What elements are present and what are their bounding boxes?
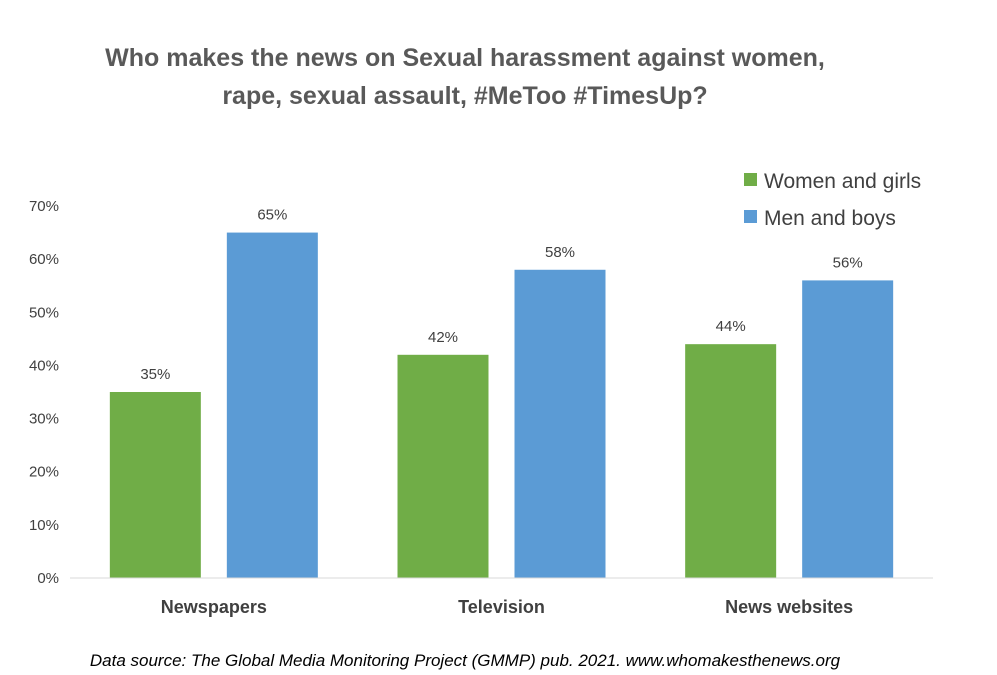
y-tick-label: 20% (29, 464, 59, 481)
chart-title: Who makes the news on Sexual harassment … (105, 44, 825, 110)
chart-title-line-1: Who makes the news on Sexual harassment … (105, 44, 825, 72)
x-category-label: Newspapers (161, 597, 267, 617)
y-axis: 0% 10% 20% 30% 40% 50% 60% 70% (29, 198, 59, 587)
data-label: 42% (428, 329, 458, 346)
x-category-label: Television (458, 597, 545, 617)
y-tick-label: 50% (29, 304, 59, 321)
bar-men-and-boys (802, 280, 894, 578)
legend: Women and girls Men and boys (744, 170, 921, 230)
chart-title-line-2: rape, sexual assault, #MeToo #TimesUp? (222, 82, 707, 110)
bar-men-and-boys (226, 232, 318, 579)
data-label: 35% (140, 366, 170, 383)
y-tick-label: 60% (29, 251, 59, 268)
data-label: 58% (545, 244, 575, 261)
bar-women-and-girls (685, 344, 777, 578)
y-tick-label: 0% (37, 570, 59, 587)
legend-label: Women and girls (764, 170, 921, 193)
bar-women-and-girls (397, 354, 489, 578)
legend-label: Men and boys (764, 207, 896, 230)
source-note: Data source: The Global Media Monitoring… (90, 651, 841, 670)
x-category-label: News websites (725, 597, 853, 617)
y-tick-label: 30% (29, 411, 59, 428)
y-tick-label: 10% (29, 517, 59, 534)
legend-swatch (744, 173, 757, 186)
x-axis: Newspapers Television News websites (161, 597, 853, 617)
data-label: 56% (833, 254, 863, 271)
data-label: 44% (716, 318, 746, 335)
legend-swatch (744, 210, 757, 223)
bar-men-and-boys (514, 269, 606, 578)
data-label: 65% (257, 207, 287, 224)
y-tick-label: 40% (29, 357, 59, 374)
bars: 35% 65% 42% 58% 44% 56% (109, 207, 894, 579)
bar-women-and-girls (109, 392, 201, 578)
y-tick-label: 70% (29, 198, 59, 215)
